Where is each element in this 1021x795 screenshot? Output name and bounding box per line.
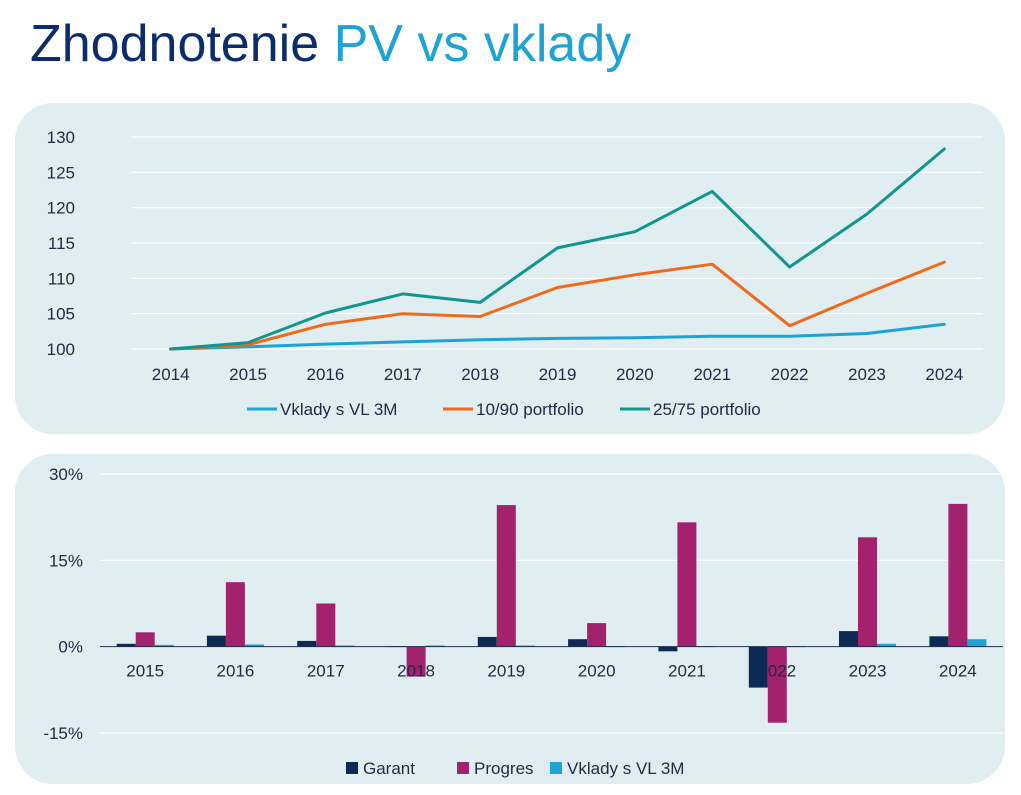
series-line-1 xyxy=(169,260,946,351)
x-tick-label: 2016 xyxy=(217,662,255,681)
x-tick-label: 2024 xyxy=(939,662,977,681)
x-tick-label: 2016 xyxy=(306,365,344,384)
x-tick-label: 2019 xyxy=(487,662,525,681)
bar-1 xyxy=(587,623,607,647)
series-line-2 xyxy=(169,147,946,351)
legend-label: Vklady s VL 3M xyxy=(567,759,684,778)
page-title: Zhodnotenie PV vs vklady xyxy=(30,12,631,76)
bar-2 xyxy=(877,643,896,647)
y-tick-label: 130 xyxy=(47,128,75,147)
x-tick-label: 2015 xyxy=(229,365,267,384)
y-tick-label: 100 xyxy=(47,340,75,359)
x-tick-label: 2021 xyxy=(693,365,731,384)
bar-0 xyxy=(477,636,497,647)
y-tick-label: -15% xyxy=(43,724,83,743)
bar-1 xyxy=(225,582,245,647)
x-tick-label: 2015 xyxy=(126,662,164,681)
bar-0 xyxy=(929,636,949,647)
title-part-accent: PV vs vklady xyxy=(333,15,632,73)
legend-swatch xyxy=(457,762,469,774)
x-tick-label: 2018 xyxy=(461,365,499,384)
bar-0 xyxy=(658,646,678,652)
y-tick-label: 105 xyxy=(47,305,75,324)
bar-1 xyxy=(948,503,968,647)
bar-chart-panel: -15% 0% 15% 30% 2015 2016 2017 2018 2019 2020 2021… xyxy=(15,454,1005,784)
bar-0 xyxy=(206,635,226,647)
bar-chart: -15% 0% 15% 30% 2015 2016 2017 2018 2019 2020 2021… xyxy=(43,465,1003,778)
x-tick-label: 2014 xyxy=(152,365,190,384)
legend-label: Progres xyxy=(474,759,534,778)
x-tick-label: 2017 xyxy=(307,662,345,681)
bar-0 xyxy=(297,640,317,647)
y-tick-label: 125 xyxy=(47,163,75,182)
x-tick-label: 2022 xyxy=(771,365,809,384)
y-tick-label: 0% xyxy=(58,638,83,657)
y-tick-label: 120 xyxy=(47,199,75,218)
bar-2 xyxy=(515,645,535,647)
bar-1 xyxy=(677,522,697,647)
bar-0 xyxy=(568,639,588,647)
legend-swatch xyxy=(346,762,358,774)
x-tick-label: 2023 xyxy=(848,365,886,384)
bar-1 xyxy=(135,632,155,647)
bar-0 xyxy=(839,631,858,647)
legend-label: 10/90 portfolio xyxy=(476,400,584,419)
x-tick-label: 2018 xyxy=(397,662,435,681)
x-tick-label: 2023 xyxy=(849,662,887,681)
x-tick-label: 2019 xyxy=(539,365,577,384)
bar-2 xyxy=(425,645,445,647)
x-tick-label: 2022 xyxy=(758,662,796,681)
legend-swatch xyxy=(550,762,562,774)
bar-1 xyxy=(767,646,787,723)
legend-label: 25/75 portfolio xyxy=(653,400,761,419)
bar-2 xyxy=(244,644,264,647)
bar-2 xyxy=(335,645,355,647)
title-part-dark: Zhodnotenie xyxy=(30,15,320,73)
bar-2 xyxy=(967,639,987,647)
y-tick-label: 15% xyxy=(49,551,83,570)
line-chart-panel: 100 105 110 115 120 125 130 2014 2015 2016 2017 201… xyxy=(15,103,1005,434)
line-chart: 100 105 110 115 120 125 130 2014 2015 2016 2017 201… xyxy=(47,128,983,419)
x-tick-label: 2021 xyxy=(668,662,706,681)
bar-1 xyxy=(316,603,336,647)
x-tick-label: 2024 xyxy=(925,365,963,384)
x-tick-label: 2020 xyxy=(578,662,616,681)
bar-1 xyxy=(406,646,426,677)
bar-2 xyxy=(154,644,174,647)
bar-1 xyxy=(858,537,877,647)
legend-label: Vklady s VL 3M xyxy=(280,400,397,419)
x-tick-label: 2020 xyxy=(616,365,654,384)
bar-0 xyxy=(116,643,136,647)
y-tick-label: 115 xyxy=(48,234,75,253)
x-tick-label: 2017 xyxy=(384,365,422,384)
legend-label: Garant xyxy=(363,759,415,778)
bar-0 xyxy=(748,646,768,688)
y-tick-label: 110 xyxy=(48,269,75,288)
bar-1 xyxy=(496,505,516,647)
series-line-0 xyxy=(169,322,946,351)
y-tick-label: 30% xyxy=(49,465,83,484)
